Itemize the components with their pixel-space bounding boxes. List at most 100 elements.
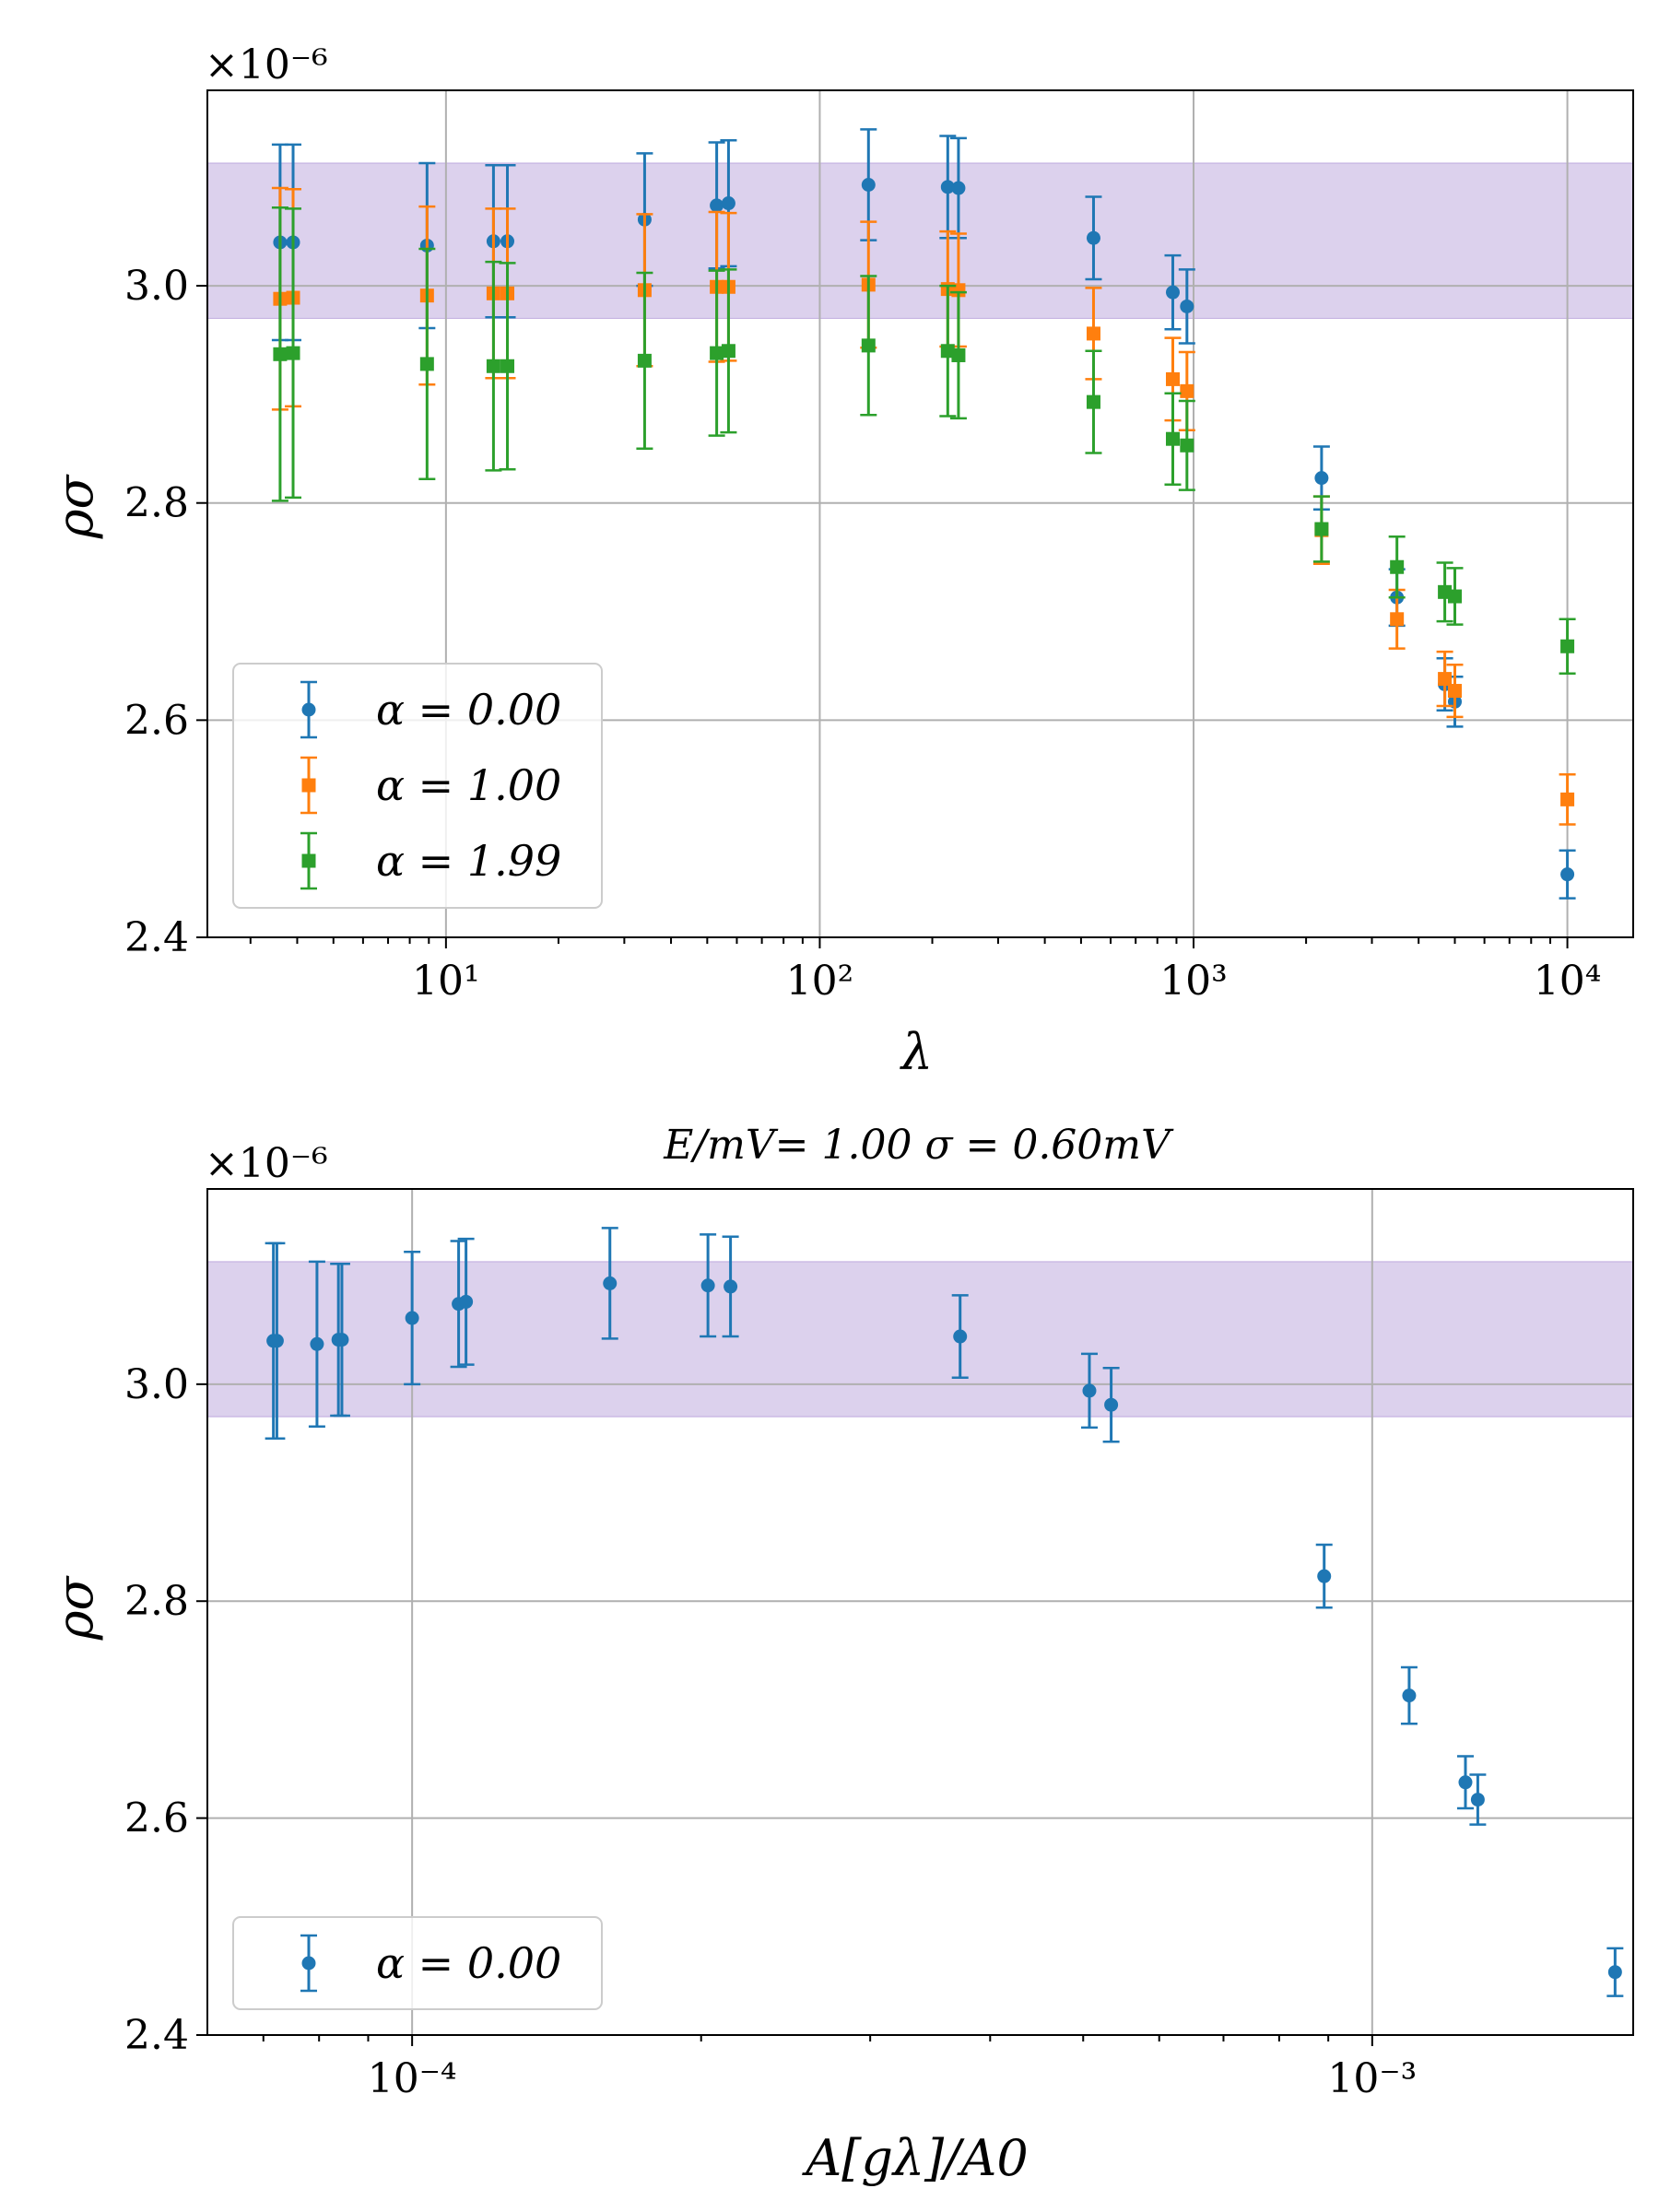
marker — [1447, 684, 1462, 699]
data-point — [951, 1294, 969, 1380]
plot-area-top — [206, 89, 1634, 938]
marker — [951, 347, 966, 362]
legend-top: α = 0.00 α = 1.00 α = 1.99 — [232, 663, 603, 909]
data-point — [700, 1233, 717, 1338]
marker — [1086, 326, 1100, 341]
data-point — [499, 262, 516, 471]
legend-marker — [301, 778, 316, 793]
legend-box — [232, 663, 603, 909]
marker — [486, 359, 500, 373]
marker — [1314, 471, 1329, 486]
data-point — [722, 1235, 739, 1338]
marker — [1560, 639, 1575, 653]
marker — [1082, 1383, 1097, 1398]
chart-title-bottom: E/mV= 1.00 σ = 0.60mV — [663, 1122, 1174, 1169]
marker — [1086, 394, 1100, 409]
marker — [1438, 672, 1453, 687]
marker — [1165, 371, 1180, 386]
marker — [459, 1294, 474, 1309]
x-axis-label-bottom: A[gλ]/A0 — [801, 2129, 1028, 2187]
y-axis-label-top: ρσ — [46, 474, 104, 540]
series-1 — [265, 1227, 1624, 1997]
marker — [940, 180, 955, 194]
marker — [1086, 230, 1100, 245]
y-tick-label: 3.0 — [124, 1361, 189, 1408]
marker — [500, 359, 515, 373]
x-tick-label: 10³ — [1159, 958, 1228, 1005]
data-point — [1102, 1366, 1120, 1443]
legend-box — [232, 1916, 603, 2010]
x-tick-label: 10⁻³ — [1327, 2055, 1417, 2102]
marker — [603, 1276, 618, 1290]
data-point — [1606, 1947, 1624, 1997]
chart-panel-bottom: E/mV= 1.00 σ = 0.60mV ×10⁻⁶ 10⁻⁴ 10⁻³ 2.4… — [46, 1122, 1634, 2187]
x-axis-label-top: λ — [900, 1023, 933, 1081]
marker — [1180, 383, 1194, 398]
data-point — [1178, 268, 1195, 345]
legend-label: α = 0.00 — [376, 1938, 561, 1988]
data-point — [1085, 349, 1102, 454]
reference-band — [206, 1261, 1634, 1418]
x-tick-label: 10⁴ — [1534, 958, 1602, 1005]
y-multiplier-top: ×10⁻⁶ — [205, 41, 328, 88]
marker — [1458, 1775, 1473, 1790]
data-point — [1164, 253, 1182, 331]
data-point — [1388, 588, 1406, 650]
y-multiplier-bottom: ×10⁻⁶ — [205, 1140, 328, 1187]
marker — [335, 1333, 349, 1347]
data-point — [1400, 1665, 1418, 1725]
marker — [1607, 1965, 1622, 1980]
legend-bottom: α = 0.00 — [232, 1916, 603, 2010]
marker — [724, 1279, 738, 1294]
marker — [1402, 1688, 1417, 1703]
marker — [637, 353, 652, 368]
marker — [710, 198, 724, 213]
legend-marker — [301, 1956, 316, 1971]
y-tick-label: 2.4 — [124, 914, 189, 961]
data-point — [1388, 535, 1406, 599]
marker — [1390, 559, 1405, 574]
data-point — [485, 260, 502, 472]
marker — [953, 1329, 968, 1344]
marker — [419, 357, 434, 371]
data-point — [949, 136, 967, 240]
data-point — [708, 269, 725, 437]
marker — [310, 1336, 324, 1351]
series-3 — [271, 206, 1576, 675]
y-tick-label: 2.6 — [124, 1795, 189, 1842]
marker — [269, 1334, 284, 1348]
legend-entry: α = 0.00 — [300, 680, 561, 739]
data-point — [1469, 1773, 1487, 1826]
legend-label: α = 0.00 — [376, 685, 561, 735]
data-point — [939, 135, 957, 240]
legend-label: α = 1.99 — [376, 836, 561, 886]
data-point — [1164, 392, 1182, 486]
legend-entry: α = 0.00 — [300, 1934, 561, 1993]
chart-panel-top: ×10⁻⁶ 10¹ 10² 10³ 10⁴ 2.4 2.6 2.8 3.0 λ ρσ α =… — [46, 41, 1634, 1081]
legend-marker — [301, 702, 316, 717]
marker — [1180, 299, 1194, 313]
data-point — [939, 284, 957, 418]
data-point — [1315, 1543, 1333, 1609]
data-point — [1559, 773, 1576, 826]
data-point — [860, 275, 877, 417]
data-point — [285, 207, 302, 500]
marker — [861, 178, 876, 193]
marker — [405, 1311, 419, 1325]
data-point — [1178, 399, 1195, 491]
marker — [721, 196, 735, 211]
x-tick-label: 10¹ — [412, 958, 480, 1005]
plot-area-bottom — [206, 1188, 1634, 2036]
marker — [700, 1278, 715, 1293]
data-point — [333, 1262, 350, 1418]
reference-band — [206, 162, 1634, 319]
data-point — [720, 268, 737, 434]
marker — [1560, 867, 1575, 882]
legend-entry: α = 1.99 — [300, 831, 561, 890]
data-point — [1559, 618, 1576, 675]
marker — [286, 346, 300, 360]
data-point — [308, 1260, 325, 1428]
marker — [1317, 1569, 1332, 1583]
y-tick-label: 2.6 — [124, 697, 189, 744]
